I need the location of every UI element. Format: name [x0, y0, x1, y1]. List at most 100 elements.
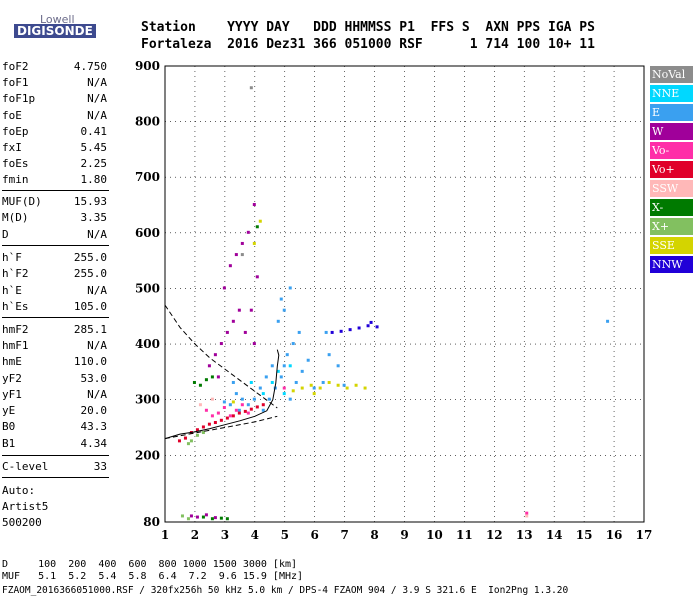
data-point [342, 383, 346, 387]
digisonde-logo: DIGISONDE [14, 24, 96, 38]
data-point [249, 86, 253, 90]
param-separator [2, 190, 109, 191]
data-point [252, 342, 256, 346]
data-point [201, 515, 205, 519]
data-point [201, 425, 205, 429]
legend-item: W [650, 123, 693, 140]
legend-item: X- [650, 199, 693, 216]
x-tick-label: 3 [221, 528, 229, 542]
data-point [207, 422, 211, 426]
data-point [228, 403, 232, 407]
data-point [336, 383, 340, 387]
data-point [375, 325, 379, 329]
param-value: 15.93 [73, 195, 107, 208]
legend-item: NNW [650, 256, 693, 273]
profile-curve [164, 304, 278, 409]
muf-row: MUF 5.1 5.2 5.4 5.8 6.4 7.2 9.6 15.9 [MH… [2, 571, 304, 582]
legend-item: NNE [650, 85, 693, 102]
data-point [369, 320, 373, 324]
param-value: 255.0 [73, 267, 107, 280]
data-point [255, 225, 259, 229]
data-point [246, 230, 250, 234]
data-point [258, 386, 262, 390]
param-value: N/A [87, 228, 107, 241]
data-point [195, 515, 199, 519]
param-name: h`E [2, 284, 22, 297]
y-tick-label: 700 [135, 170, 160, 184]
x-tick-label: 14 [546, 528, 563, 542]
legend-item: X+ [650, 218, 693, 235]
param-name: hmF2 [2, 323, 29, 336]
data-point [198, 383, 202, 387]
data-point [330, 330, 334, 334]
y-tick-label: 300 [135, 393, 160, 407]
data-point [231, 380, 235, 384]
param-name: foE [2, 109, 22, 122]
data-point [309, 383, 313, 387]
param-value: 3.35 [80, 211, 108, 224]
y-tick-label: 200 [135, 448, 160, 462]
x-tick-label: 8 [370, 528, 378, 542]
data-point [207, 364, 211, 368]
param-name: hmE [2, 355, 22, 368]
data-point [285, 353, 289, 357]
param-value: N/A [87, 109, 107, 122]
data-point [252, 397, 256, 401]
data-point [288, 286, 292, 290]
auto-label: Auto: [2, 484, 36, 497]
data-point [252, 241, 256, 245]
data-point [321, 380, 325, 384]
data-point [240, 241, 244, 245]
auto-artist: Artist5 [2, 500, 49, 513]
data-point [348, 328, 352, 332]
data-point [297, 330, 301, 334]
data-point [231, 400, 235, 404]
data-point [270, 380, 274, 384]
data-point [339, 329, 343, 333]
data-point [210, 375, 214, 379]
data-point [237, 308, 241, 312]
data-point [258, 219, 262, 223]
param-name: h`Es [2, 300, 29, 313]
data-point [288, 364, 292, 368]
param-separator [2, 477, 109, 478]
param-name: yE [2, 404, 16, 417]
data-point [261, 392, 265, 396]
data-point [237, 408, 241, 412]
profile-curve [164, 415, 278, 440]
auto-code: 500200 [2, 516, 42, 529]
data-point [213, 516, 217, 520]
param-value: 285.1 [73, 323, 107, 336]
param-value: 1.80 [80, 173, 108, 186]
param-value: 33 [93, 460, 107, 473]
data-point [354, 383, 358, 387]
data-point [267, 397, 271, 401]
data-point [234, 408, 238, 412]
param-value: 4.34 [80, 437, 108, 450]
param-name: MUF(D) [2, 195, 42, 208]
data-point [345, 386, 349, 390]
param-value: N/A [87, 388, 107, 401]
x-tick-label: 1 [161, 528, 169, 542]
param-value: 105.0 [73, 300, 107, 313]
data-point [255, 405, 259, 409]
data-point [222, 286, 226, 290]
header-values: Fortaleza 2016 Dez31 366 051000 RSF 1 71… [141, 37, 595, 52]
data-point [300, 386, 304, 390]
param-separator [2, 317, 109, 318]
param-name: h`F2 [2, 267, 29, 280]
param-value: 110.0 [73, 355, 107, 368]
x-tick-label: 15 [576, 528, 593, 542]
param-name: yF1 [2, 388, 22, 401]
data-point [228, 414, 232, 418]
y-tick-label: 900 [135, 59, 160, 73]
y-tick-label: 400 [135, 337, 160, 351]
data-point [264, 375, 268, 379]
data-point [525, 511, 529, 515]
param-name: M(D) [2, 211, 29, 224]
data-point [300, 369, 304, 373]
data-point [192, 380, 196, 384]
data-point [249, 407, 253, 411]
